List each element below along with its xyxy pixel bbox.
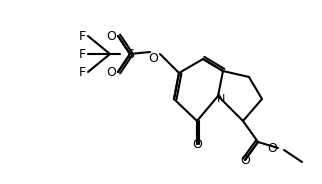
Text: F: F	[79, 47, 86, 61]
Text: F: F	[79, 66, 86, 79]
Text: O: O	[240, 153, 250, 167]
Text: O: O	[192, 137, 202, 151]
Text: O: O	[106, 66, 116, 79]
Text: O: O	[106, 29, 116, 43]
Text: N: N	[217, 94, 225, 104]
Text: F: F	[79, 29, 86, 43]
Text: O: O	[148, 52, 158, 65]
Text: O: O	[267, 141, 277, 155]
Text: S: S	[126, 47, 134, 61]
